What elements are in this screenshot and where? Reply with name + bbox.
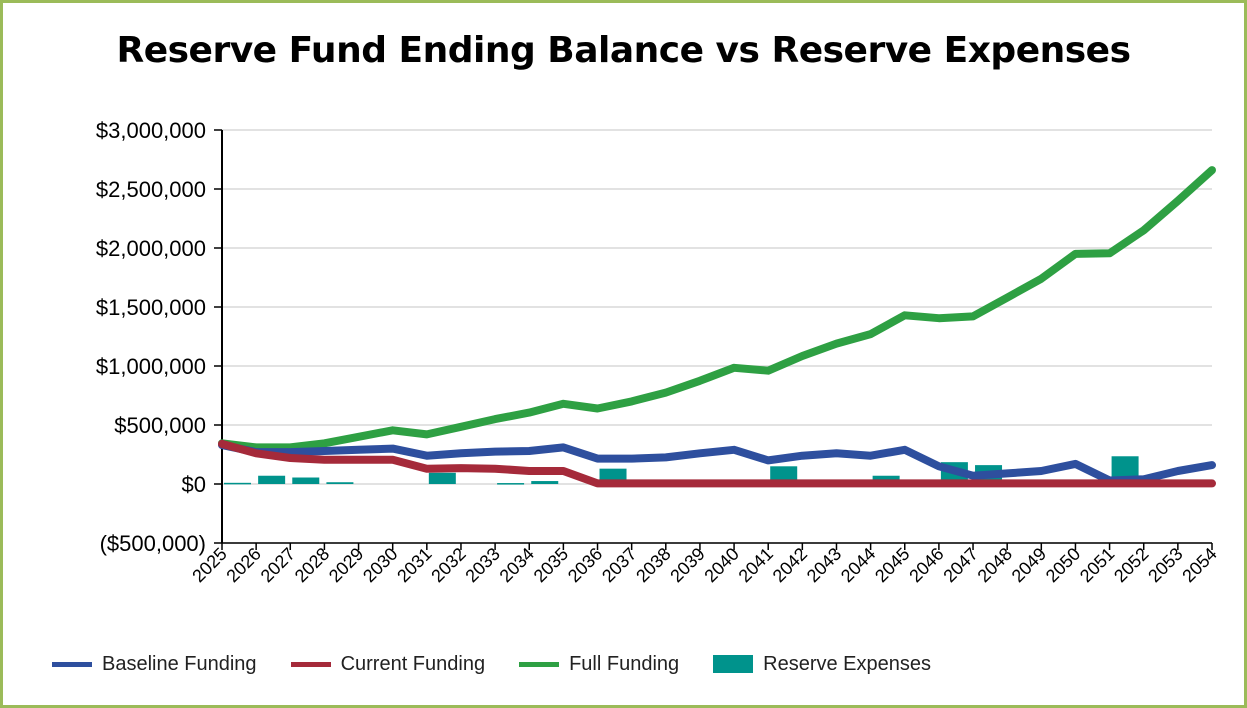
legend-swatch bbox=[713, 655, 754, 673]
legend-label: Current Funding bbox=[340, 652, 486, 675]
x-tick-label: 2029 bbox=[325, 544, 367, 586]
x-tick-label: 2036 bbox=[564, 544, 606, 586]
legend-swatch bbox=[52, 661, 92, 667]
expense-bar bbox=[428, 472, 456, 484]
x-tick-label: 2053 bbox=[1144, 544, 1186, 586]
y-tick-label: $3,000,000 bbox=[96, 118, 206, 143]
legend-label: Reserve Expenses bbox=[763, 652, 932, 675]
expense-bar bbox=[326, 482, 354, 484]
x-tick-label: 2049 bbox=[1008, 544, 1050, 586]
x-tick-label: 2045 bbox=[871, 544, 913, 586]
y-tick-label: $2,000,000 bbox=[96, 236, 206, 261]
x-tick-label: 2034 bbox=[496, 544, 538, 586]
x-tick-label: 2026 bbox=[223, 544, 265, 586]
x-tick-label: 2038 bbox=[632, 544, 674, 586]
x-tick-label: 2031 bbox=[393, 544, 435, 586]
series-line-baseline-funding bbox=[218, 441, 1216, 485]
x-tick-label: 2041 bbox=[735, 544, 777, 586]
x-tick-label: 2046 bbox=[905, 544, 947, 586]
legend-item: Reserve Expenses bbox=[713, 653, 931, 676]
x-tick-label: 2054 bbox=[1178, 544, 1220, 586]
x-tick-label: 2028 bbox=[291, 544, 333, 586]
y-tick-label: $2,500,000 bbox=[96, 177, 206, 202]
x-tick-label: 2035 bbox=[530, 544, 572, 586]
x-tick-label: 2039 bbox=[666, 544, 708, 586]
x-tick-label: 2043 bbox=[803, 544, 845, 586]
legend-swatch bbox=[290, 661, 331, 667]
y-tick-label: ($500,000) bbox=[100, 531, 206, 556]
legend-item: Current Funding bbox=[290, 652, 486, 676]
x-tick-label: 2048 bbox=[974, 544, 1016, 586]
legend-item: Baseline Funding bbox=[52, 653, 257, 676]
y-tick-label: $0 bbox=[182, 472, 206, 497]
expense-bar bbox=[292, 477, 320, 484]
legend-swatch bbox=[519, 661, 560, 667]
x-tick-label: 2051 bbox=[1076, 544, 1118, 586]
x-tick-label: 2042 bbox=[769, 544, 811, 586]
expense-bar bbox=[224, 482, 251, 485]
x-tick-label: 2050 bbox=[1042, 544, 1084, 586]
x-tick-label: 2044 bbox=[837, 544, 879, 586]
expense-bar bbox=[531, 481, 559, 484]
x-tick-label: 2037 bbox=[598, 544, 640, 586]
expense-bar bbox=[497, 483, 525, 485]
y-tick-label: $500,000 bbox=[114, 413, 206, 438]
x-tick-label: 2047 bbox=[939, 544, 981, 586]
x-tick-label: 2052 bbox=[1110, 544, 1152, 586]
expense-bar bbox=[258, 475, 286, 484]
chart-legend: Baseline Funding Current Funding Full Fund… bbox=[52, 652, 965, 676]
legend-item: Full Funding bbox=[519, 653, 679, 676]
series-line-full-funding bbox=[218, 166, 1216, 452]
y-tick-label: $1,000,000 bbox=[96, 354, 206, 379]
legend-label: Baseline Funding bbox=[102, 652, 257, 675]
x-tick-label: 2027 bbox=[257, 544, 299, 586]
y-tick-label: $1,500,000 bbox=[96, 295, 206, 320]
x-tick-label: 2030 bbox=[359, 544, 401, 586]
legend-label: Full Funding bbox=[569, 652, 680, 675]
x-tick-label: 2032 bbox=[427, 544, 469, 586]
x-tick-label: 2033 bbox=[461, 544, 503, 586]
series-line-current-funding bbox=[218, 439, 1216, 488]
x-tick-label: 2040 bbox=[700, 544, 742, 586]
chart-title: Reserve Fund Ending Balance vs Reserve E… bbox=[116, 30, 1131, 71]
